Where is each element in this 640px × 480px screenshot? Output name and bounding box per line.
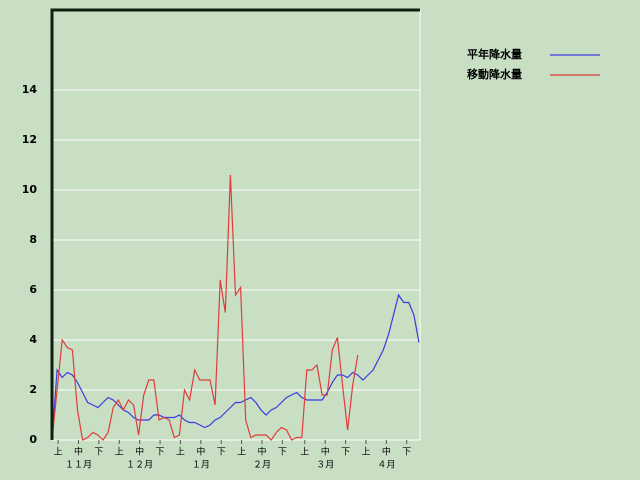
x-tick-label: 上 [115, 447, 124, 458]
x-tick-label: 上 [361, 447, 370, 458]
month-label: １１月 [65, 460, 92, 471]
month-label: １月 [192, 460, 210, 471]
month-label: ４月 [377, 460, 395, 471]
y-tick-label: 2 [29, 383, 37, 396]
x-tick-label: 下 [278, 448, 287, 458]
y-tick-label: 12 [22, 133, 37, 146]
x-tick-label: 下 [94, 448, 103, 458]
month-label: １２月 [126, 460, 153, 471]
x-tick-label: 上 [176, 447, 185, 458]
x-tick-label: 中 [135, 446, 144, 458]
y-tick-label: 10 [22, 183, 38, 196]
y-tick-label: 0 [29, 433, 37, 446]
y-tick-label: 4 [29, 333, 37, 346]
x-tick-label: 中 [196, 446, 205, 458]
legend-label: 移動降水量 [467, 67, 522, 81]
x-tick-label: 下 [341, 448, 350, 458]
x-tick-label: 中 [382, 446, 391, 458]
x-tick-label: 下 [402, 448, 411, 458]
y-tick-label: 6 [29, 283, 37, 296]
month-label: ２月 [253, 460, 271, 471]
data-line [51, 174, 359, 441]
x-tick-label: 上 [54, 447, 63, 458]
month-label: ３月 [316, 460, 334, 471]
x-tick-label: 中 [74, 446, 83, 458]
data-line [51, 293, 420, 441]
y-tick-label: 8 [29, 233, 37, 246]
x-tick-label: 上 [300, 447, 309, 458]
x-tick-label: 下 [217, 448, 226, 458]
x-tick-label: 中 [257, 446, 266, 458]
x-tick-label: 中 [321, 446, 330, 458]
legend-label: 平年降水量 [467, 47, 522, 61]
x-tick-label: 下 [156, 448, 165, 458]
y-tick-label: 14 [22, 83, 38, 96]
x-tick-label: 上 [237, 447, 246, 458]
